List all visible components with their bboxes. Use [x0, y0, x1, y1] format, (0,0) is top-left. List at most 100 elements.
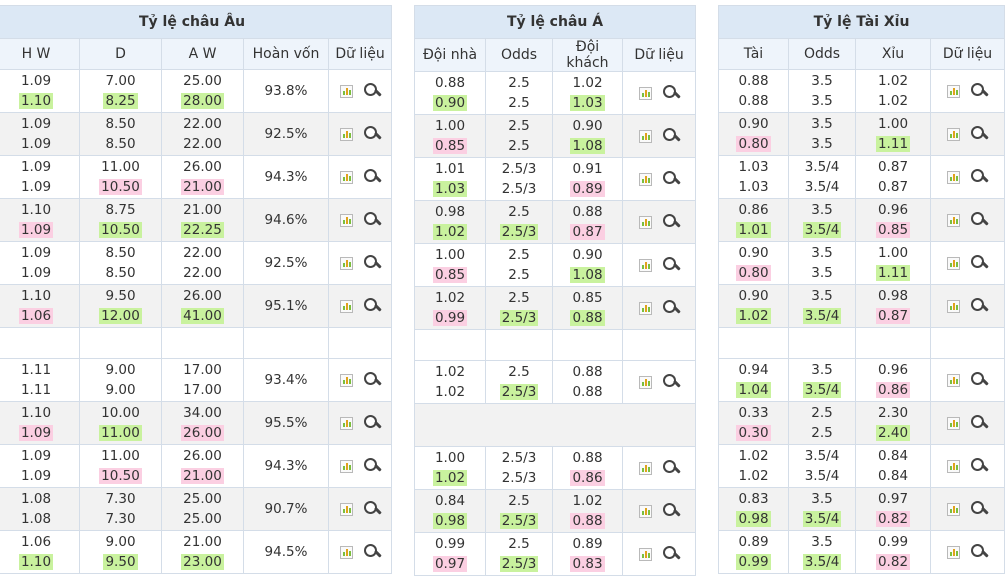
- bar-chart-icon[interactable]: [339, 213, 353, 227]
- magnifier-icon[interactable]: [662, 459, 680, 477]
- bar-chart-icon[interactable]: [339, 545, 353, 559]
- magnifier-icon[interactable]: [363, 125, 381, 143]
- cell-hw: 1.09 1.09: [0, 155, 80, 199]
- col-away-team: Đội khách: [552, 38, 623, 72]
- bar-chart-icon[interactable]: [339, 299, 353, 313]
- odds-live: 3.5/4: [804, 179, 840, 195]
- bar-chart-icon[interactable]: [947, 84, 960, 98]
- magnifier-icon[interactable]: [662, 84, 680, 102]
- magnifier-icon[interactable]: [363, 457, 381, 475]
- magnifier-icon[interactable]: [970, 254, 988, 272]
- cell-return: 90.7%: [243, 487, 329, 531]
- cell-aw: 26.00 21.00: [161, 444, 244, 488]
- col-under: Xỉu: [855, 38, 931, 70]
- magnifier-icon[interactable]: [662, 256, 680, 274]
- odds-open: 1.09: [20, 245, 52, 261]
- bar-chart-icon[interactable]: [947, 545, 960, 559]
- magnifier-icon[interactable]: [363, 211, 381, 229]
- odds-live: 8.50: [105, 136, 136, 152]
- magnifier-icon[interactable]: [970, 543, 988, 561]
- odds-live: 1.08: [20, 511, 52, 527]
- bar-chart-icon[interactable]: [947, 502, 960, 516]
- cell-d: 11.00 10.50: [79, 155, 162, 199]
- cell-odds: 3.5 3.5: [788, 241, 856, 285]
- magnifier-icon[interactable]: [970, 371, 988, 389]
- magnifier-icon[interactable]: [363, 254, 381, 272]
- magnifier-icon[interactable]: [970, 82, 988, 100]
- odds-open: 8.50: [105, 245, 136, 261]
- bar-chart-icon[interactable]: [638, 129, 652, 143]
- magnifier-icon[interactable]: [970, 211, 988, 229]
- magnifier-icon[interactable]: [970, 297, 988, 315]
- table-row: 1.10 1.09 8.75 10.50 21.00 22.25 94.6%: [0, 198, 393, 242]
- magnifier-icon[interactable]: [363, 297, 381, 315]
- table-row: 1.09 1.09 11.00 10.50 26.00 21.00 94.3%: [0, 444, 393, 488]
- bar-chart-icon[interactable]: [638, 504, 652, 518]
- bar-chart-icon[interactable]: [638, 172, 652, 186]
- bar-chart-icon[interactable]: [638, 215, 652, 229]
- magnifier-icon[interactable]: [363, 371, 381, 389]
- magnifier-icon[interactable]: [662, 299, 680, 317]
- magnifier-icon[interactable]: [363, 500, 381, 518]
- table-row: 1.09 1.10 7.00 8.25 25.00 28.00 93.8%: [0, 69, 393, 113]
- magnifier-icon[interactable]: [970, 168, 988, 186]
- bar-chart-icon[interactable]: [947, 416, 960, 430]
- data-links: [621, 200, 697, 244]
- data-links: [929, 112, 1005, 156]
- bar-chart-icon[interactable]: [339, 127, 353, 141]
- return-rate: 95.1%: [264, 298, 308, 314]
- odds-open: 1.08: [20, 491, 52, 507]
- magnifier-icon[interactable]: [662, 545, 680, 563]
- bar-chart-icon[interactable]: [339, 170, 353, 184]
- bar-chart-icon[interactable]: [638, 547, 652, 561]
- bar-chart-icon[interactable]: [638, 375, 652, 389]
- bar-chart-icon[interactable]: [947, 299, 960, 313]
- data-links: [929, 241, 1005, 285]
- odds-live: 0.87: [570, 224, 605, 240]
- magnifier-icon[interactable]: [662, 127, 680, 145]
- bar-chart-icon[interactable]: [638, 86, 652, 100]
- magnifier-icon[interactable]: [662, 373, 680, 391]
- magnifier-icon[interactable]: [363, 82, 381, 100]
- magnifier-icon[interactable]: [970, 414, 988, 432]
- odds-live: 1.02: [434, 384, 466, 400]
- spacer-row: [0, 327, 393, 359]
- magnifier-icon[interactable]: [970, 125, 988, 143]
- bar-chart-icon[interactable]: [947, 127, 960, 141]
- odds-open: 3.5: [811, 73, 833, 89]
- bar-chart-icon[interactable]: [638, 258, 652, 272]
- odds-open: 1.09: [20, 73, 52, 89]
- bar-chart-icon[interactable]: [947, 459, 960, 473]
- bar-chart-icon[interactable]: [947, 170, 960, 184]
- bar-chart-icon[interactable]: [339, 373, 353, 387]
- bar-chart-icon[interactable]: [339, 416, 353, 430]
- magnifier-icon[interactable]: [662, 502, 680, 520]
- bar-chart-icon[interactable]: [947, 256, 960, 270]
- magnifier-icon[interactable]: [662, 170, 680, 188]
- bar-chart-icon[interactable]: [947, 213, 960, 227]
- odds-live: 1.09: [20, 468, 52, 484]
- bar-chart-icon[interactable]: [339, 502, 353, 516]
- odds-open: 1.00: [434, 247, 466, 263]
- col-draw: D: [79, 38, 162, 70]
- cell-d: 10.00 11.00: [79, 401, 162, 445]
- odds-live: 3.5: [811, 136, 833, 152]
- magnifier-icon[interactable]: [363, 168, 381, 186]
- odds-open: 1.11: [20, 362, 52, 378]
- bar-chart-icon[interactable]: [947, 373, 960, 387]
- odds-open: 0.90: [738, 116, 769, 132]
- magnifier-icon[interactable]: [662, 213, 680, 231]
- odds-live: 0.98: [432, 513, 468, 529]
- asian-handicap-table: Tỷ lệ châu Á Đội nhà Odds Đội khách Dữ l…: [413, 5, 697, 576]
- odds-live: 1.09: [18, 425, 54, 441]
- odds-open: 1.02: [434, 364, 466, 380]
- bar-chart-icon[interactable]: [638, 461, 652, 475]
- magnifier-icon[interactable]: [970, 500, 988, 518]
- bar-chart-icon[interactable]: [339, 256, 353, 270]
- bar-chart-icon[interactable]: [339, 459, 353, 473]
- magnifier-icon[interactable]: [363, 414, 381, 432]
- magnifier-icon[interactable]: [363, 543, 381, 561]
- bar-chart-icon[interactable]: [638, 301, 652, 315]
- bar-chart-icon[interactable]: [339, 84, 353, 98]
- magnifier-icon[interactable]: [970, 457, 988, 475]
